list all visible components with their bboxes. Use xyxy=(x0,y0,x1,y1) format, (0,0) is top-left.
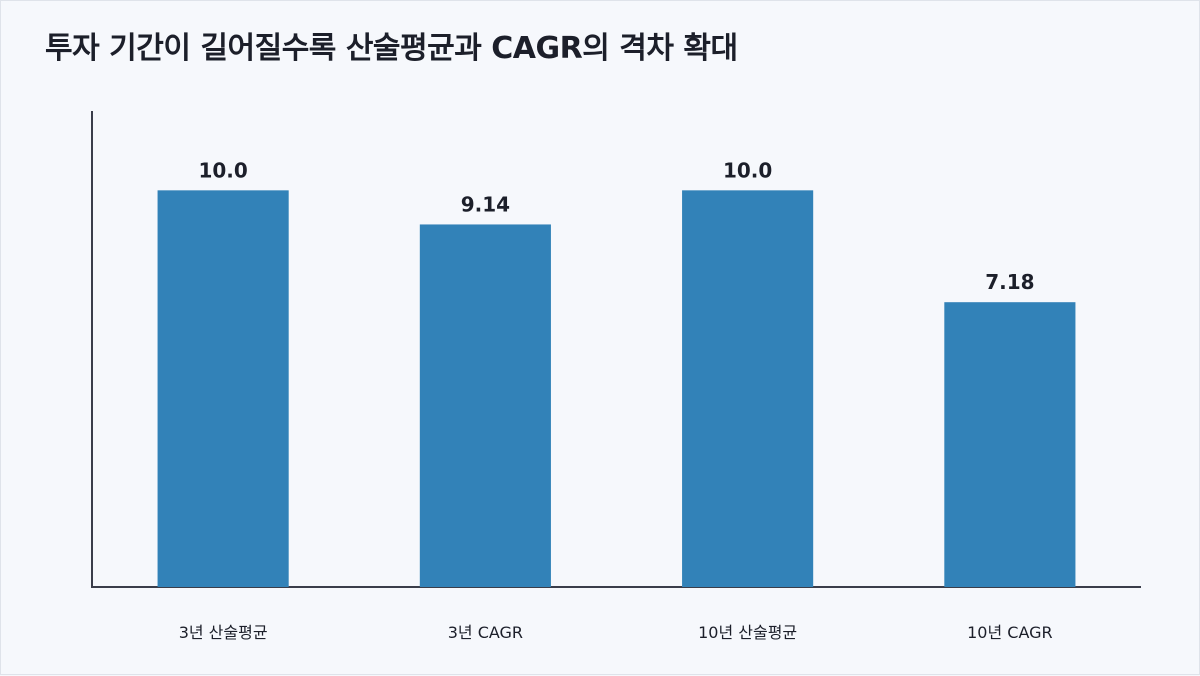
x-tick-label-3: 10년 산술평균 xyxy=(698,623,797,642)
bar-value-label-1: 10.0 xyxy=(198,158,247,182)
x-tick-label-2: 3년 CAGR xyxy=(448,623,523,642)
bar-3 xyxy=(682,190,814,588)
chart-title: 투자 기간이 길어질수록 산술평균과 CAGR의 격차 확대 xyxy=(45,31,738,66)
bar-4 xyxy=(944,302,1076,587)
bar-value-label-3: 10.0 xyxy=(723,158,772,182)
bar-group: 10.0 3년 산술평균 9.14 3년 CAGR 10.0 10년 산술평균 7.18 10… xyxy=(157,158,1076,642)
bar-value-label-4: 7.18 xyxy=(985,270,1034,294)
bar-2 xyxy=(419,224,551,588)
bar-1 xyxy=(157,190,289,588)
bar-value-label-2: 9.14 xyxy=(461,192,510,216)
x-tick-label-4: 10년 CAGR xyxy=(967,623,1053,642)
x-tick-label-1: 3년 산술평균 xyxy=(179,623,268,642)
